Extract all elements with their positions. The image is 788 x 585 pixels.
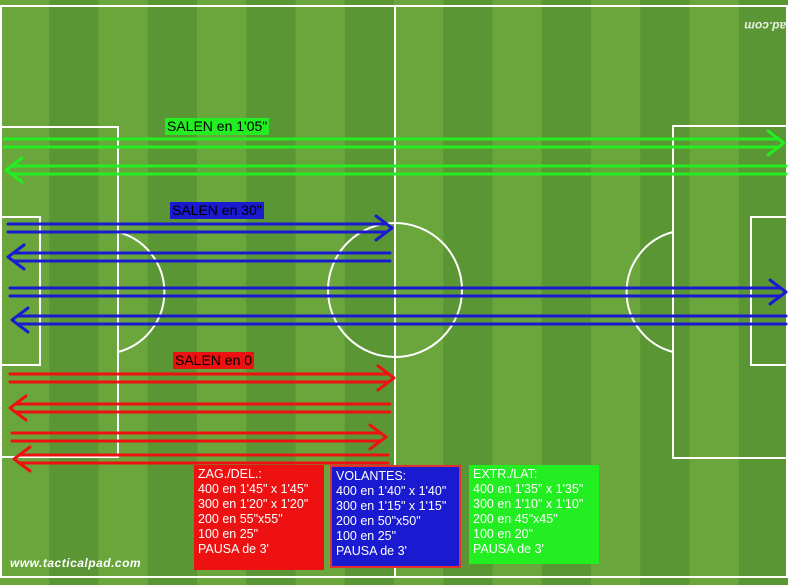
watermark-bottom: www.tacticalpad.com	[10, 556, 142, 570]
arrow-head	[4, 156, 24, 184]
grass-stripe	[147, 0, 198, 585]
left-goal-area	[0, 216, 41, 366]
blue-box-line-3: 200 en 50"x50"	[336, 514, 421, 528]
grass-stripe	[0, 0, 50, 585]
green-box-line-4: 100 en 20"	[473, 527, 534, 541]
arrow-head	[10, 306, 30, 334]
blue-box-line-2: 300 en 1'15" x 1'15"	[336, 499, 447, 513]
arrow-head	[8, 394, 28, 422]
blue-group-workout-box: VOLANTES: 400 en 1'40" x 1'40" 300 en 1'…	[330, 465, 461, 568]
red-run-arrow-7	[8, 364, 396, 392]
watermark-top-mirrored: www.tacticalpad.com	[744, 19, 788, 33]
arrow-head	[768, 278, 788, 306]
arrow-head	[12, 445, 32, 473]
green-box-line-5: PAUSA de 3'	[473, 542, 544, 556]
arrow-head	[368, 423, 388, 451]
center-circle	[327, 222, 463, 358]
arrow-head	[6, 243, 26, 271]
red-run-arrow-8	[8, 394, 392, 422]
red-run-arrow-10	[12, 445, 390, 473]
red-box-line-4: 100 en 25"	[198, 527, 259, 541]
arrow-head	[766, 129, 786, 157]
red-run-arrow-9	[10, 423, 388, 451]
green-run-arrow-2	[4, 156, 788, 184]
red-box-line-5: PAUSA de 3'	[198, 542, 269, 556]
red-box-title: ZAG./DEL.:	[198, 467, 262, 481]
blue-box-line-5: PAUSA de 3'	[336, 544, 407, 558]
green-box-line-2: 300 en 1'10" x 1'10"	[473, 497, 584, 511]
grass-stripe	[591, 0, 641, 585]
arrow-head	[376, 364, 396, 392]
blue-box-line-1: 400 en 1'40" x 1'40"	[336, 484, 447, 498]
run-arrows	[2, 129, 788, 473]
green-run-arrow-1	[2, 129, 786, 157]
blue-run-arrow-3	[6, 214, 394, 242]
blue-box-line-4: 100 en 25"	[336, 529, 397, 543]
blue-run-arrow-4	[6, 243, 392, 271]
green-box-line-1: 400 en 1'35" x 1'35"	[473, 482, 584, 496]
blue-box-title: VOLANTES:	[336, 469, 407, 483]
grass-stripe	[98, 0, 149, 585]
red-group-label: SALEN en 0	[173, 352, 255, 369]
arrow-head	[374, 214, 394, 242]
grass-stripe	[49, 0, 99, 585]
left-penalty-arc	[117, 231, 166, 353]
grass-stripe	[640, 0, 690, 585]
green-group-workout-box: EXTR./LAT: 400 en 1'35" x 1'35" 300 en 1…	[469, 465, 599, 564]
grass-stripe	[738, 0, 788, 585]
grass-stripe	[689, 0, 740, 585]
red-group-workout-box: ZAG./DEL.: 400 en 1'45" x 1'45" 300 en 1…	[194, 465, 324, 570]
green-box-title: EXTR./LAT:	[473, 467, 538, 481]
red-box-line-1: 400 en 1'45" x 1'45"	[198, 482, 309, 496]
blue-run-arrow-6	[10, 306, 788, 334]
green-group-label: SALEN en 1'05"	[165, 118, 270, 135]
red-box-line-3: 200 en 55"x55"	[198, 512, 283, 526]
right-penalty-arc	[625, 231, 674, 353]
blue-run-arrow-5	[8, 278, 788, 306]
green-box-line-3: 200 en 45"x45"	[473, 512, 558, 526]
blue-group-label: SALEN en 30"	[170, 202, 264, 219]
red-box-line-2: 300 en 1'20" x 1'20"	[198, 497, 309, 511]
